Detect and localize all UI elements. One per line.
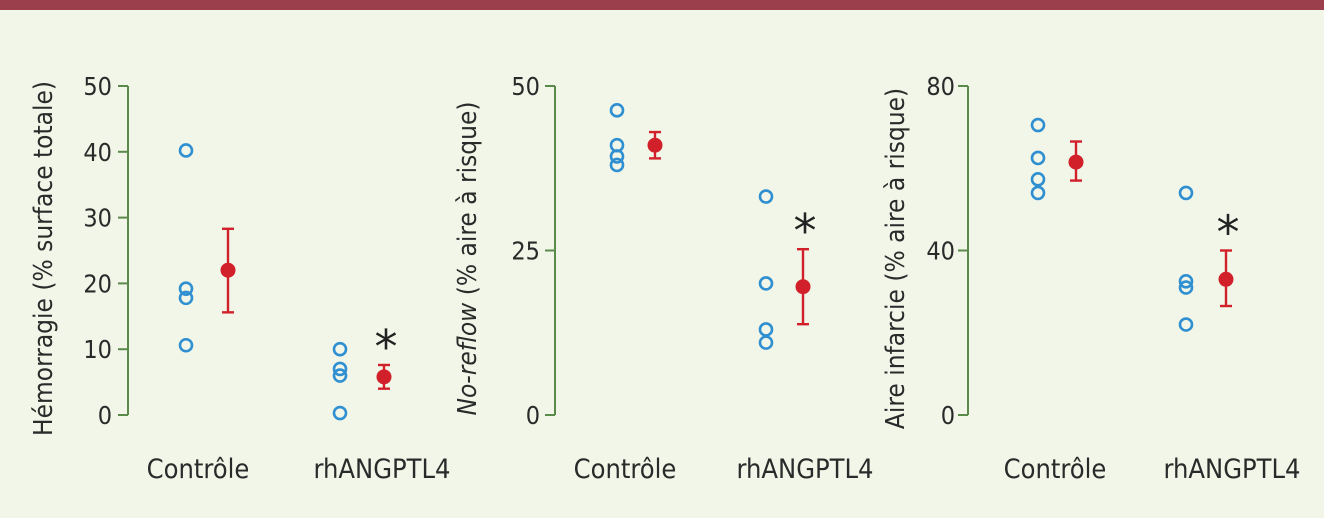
mean-point (1068, 154, 1084, 170)
x-category-label: Contrôle (574, 454, 677, 485)
mean-point (376, 369, 392, 385)
chart-panel-1: 0 10 20 30 40 50 Hémorragie (% surface totale)… (29, 72, 450, 485)
y-tick-label: 0 (526, 401, 540, 430)
individual-point (1178, 280, 1194, 295)
x-category-label: rhANGPTL4 (737, 454, 874, 485)
individual-point (332, 361, 348, 377)
individual-point (1030, 117, 1046, 133)
individual-point (332, 405, 348, 421)
individual-point (332, 368, 348, 383)
x-category-label: rhANGPTL4 (1164, 454, 1301, 485)
individual-point (758, 322, 774, 337)
individual-point (178, 337, 194, 353)
significance-star: * (1217, 206, 1240, 260)
y-tick-label: 50 (511, 72, 540, 101)
y-tick-label: 0 (941, 401, 955, 430)
chart-panel-2: 0 25 50 No-reflow (% aire à risque) Contrôle… (453, 72, 873, 485)
y-axis-label-part: No-reflow (453, 302, 483, 416)
individual-point (332, 341, 348, 357)
significance-star: * (794, 204, 817, 258)
y-tick-label: 80 (926, 72, 955, 101)
individual-point (1030, 185, 1046, 201)
x-category-label: Contrôle (147, 454, 250, 485)
y-axis-label-part: (% aire à risque) (453, 102, 483, 303)
individual-point (178, 281, 194, 296)
individual-point (609, 157, 625, 173)
chart-panel-3: 0 40 80 Aire infarcie (% aire à risque) Cont… (881, 72, 1300, 485)
individual-point (609, 103, 625, 118)
mean-point (1218, 271, 1234, 287)
individual-point (178, 143, 194, 158)
y-tick-label: 30 (83, 204, 112, 233)
y-axis-label: Hémorragie (% surface totale) (29, 81, 59, 436)
y-tick-label: 10 (83, 335, 112, 364)
y-axis-label-part: Aire infarcie (% aire à risque) (881, 88, 911, 429)
top-bar (0, 0, 1324, 10)
y-tick-label: 0 (98, 401, 112, 430)
x-category-label: rhANGPTL4 (314, 454, 451, 485)
individual-point (1178, 185, 1194, 201)
individual-point (1178, 317, 1194, 332)
individual-point (1178, 274, 1194, 289)
mean-point (795, 279, 811, 295)
individual-point (609, 149, 625, 164)
y-axis-label: Aire infarcie (% aire à risque) (881, 88, 911, 429)
y-tick-label: 50 (83, 72, 112, 101)
individual-point (1030, 172, 1046, 187)
individual-point (1030, 150, 1046, 166)
y-tick-label: 40 (83, 138, 112, 167)
x-category-label: Contrôle (1004, 454, 1107, 485)
significance-star: * (375, 320, 398, 374)
mean-point (220, 262, 236, 278)
individual-point (758, 335, 774, 350)
y-tick-label: 25 (511, 237, 540, 266)
individual-point (758, 276, 774, 291)
mean-point (647, 137, 663, 153)
y-tick-label: 40 (926, 237, 955, 266)
y-axis-label: No-reflow (% aire à risque) (453, 102, 483, 416)
individual-point (758, 189, 774, 204)
individual-point (178, 290, 194, 306)
y-axis-label-part: Hémorragie (% surface totale) (29, 81, 59, 436)
y-tick-label: 20 (83, 269, 112, 298)
